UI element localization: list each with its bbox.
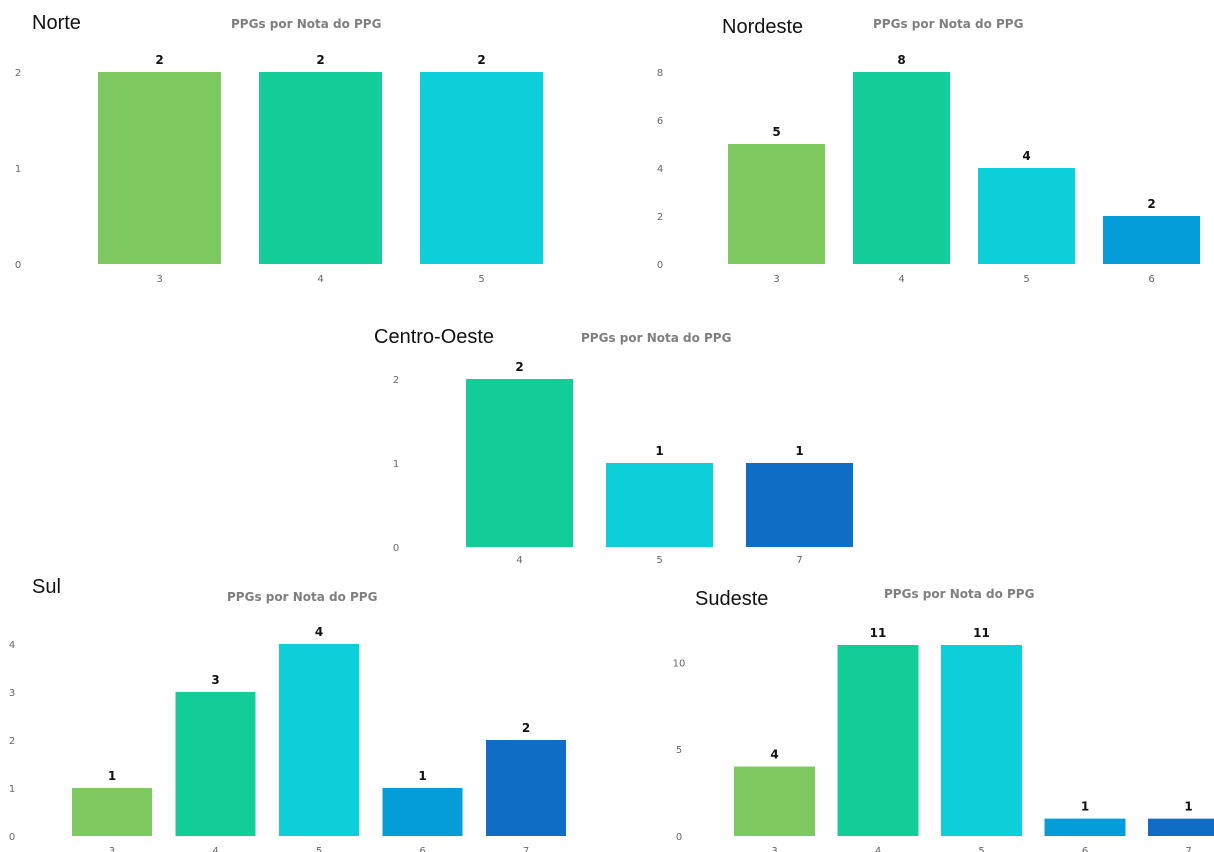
y-tick-label: 0	[9, 832, 15, 843]
y-tick-label: 2	[9, 736, 15, 747]
region-label-nordeste: Nordeste	[722, 16, 804, 38]
x-tick-label: 6	[1082, 846, 1088, 852]
bar-chart-sudeste: 0 5 10 4 3 11 4 11 5 1 6 1 7	[673, 626, 1214, 852]
data-label: 2	[522, 721, 530, 735]
data-label: 5	[772, 125, 780, 139]
bar-nota-6[interactable]	[382, 788, 463, 836]
data-label: 2	[316, 53, 324, 67]
x-tick-label: 5	[978, 846, 984, 852]
y-tick-label: 1	[9, 784, 15, 795]
region-label-centro-oeste: Centro-Oeste	[374, 326, 495, 348]
y-tick-label: 0	[393, 543, 399, 554]
bar-nota-5[interactable]	[941, 645, 1022, 836]
y-tick-label: 2	[15, 68, 21, 79]
bar-nota-6[interactable]	[1044, 818, 1126, 836]
y-tick-label: 0	[657, 260, 663, 271]
region-label-sul: Sul	[32, 576, 61, 598]
bar-nota-7[interactable]	[486, 740, 566, 836]
region-label-sudeste: Sudeste	[695, 588, 769, 610]
bar-nota-6[interactable]	[1103, 216, 1200, 264]
chart-panel-sudeste: Sudeste PPGs por Nota do PPG 0 5 10 4 3 11 4 11…	[660, 572, 1214, 852]
chart-title-sul: PPGs por Nota do PPG	[227, 590, 378, 604]
y-tick-label: 0	[15, 260, 21, 271]
bar-nota-5[interactable]	[606, 463, 713, 547]
x-tick-label: 6	[419, 846, 425, 852]
x-tick-label: 4	[317, 274, 323, 285]
bar-chart-centro-oeste: 0 1 2 2 4 1 5 1 7	[393, 360, 853, 566]
data-label: 3	[211, 673, 219, 687]
bar-chart-sul: 0 1 2 3 4 1 3 3 4 4 5 1 6 2 7	[9, 625, 566, 852]
data-label: 1	[1081, 800, 1089, 814]
x-tick-label: 4	[516, 555, 522, 566]
bar-chart-nordeste: 0 2 4 6 8 5 3 8 4 4 5 2 6	[657, 53, 1200, 285]
data-label: 11	[973, 626, 990, 640]
x-tick-label: 3	[773, 274, 779, 285]
chart-title-norte: PPGs por Nota do PPG	[231, 17, 382, 31]
data-label: 8	[897, 53, 905, 67]
y-tick-label: 4	[657, 164, 663, 175]
x-tick-label: 3	[156, 274, 162, 285]
x-tick-label: 5	[316, 846, 322, 852]
bar-nota-3[interactable]	[72, 788, 152, 836]
bar-nota-7[interactable]	[1148, 818, 1214, 836]
x-tick-label: 5	[1023, 274, 1029, 285]
y-tick-label: 2	[393, 375, 399, 386]
x-tick-label: 3	[109, 846, 115, 852]
y-tick-label: 8	[657, 68, 663, 79]
y-tick-label: 2	[657, 212, 663, 223]
x-tick-label: 7	[1185, 846, 1191, 852]
y-tick-label: 3	[9, 688, 15, 699]
bar-nota-7[interactable]	[746, 463, 853, 547]
bar-chart-norte: 0 1 2 2 3 2 4 2 5	[15, 53, 543, 285]
data-label: 1	[108, 769, 116, 783]
y-tick-label: 1	[15, 164, 21, 175]
data-label: 1	[1184, 800, 1192, 814]
bar-nota-4[interactable]	[259, 72, 382, 264]
data-label: 4	[1022, 149, 1030, 163]
bar-nota-5[interactable]	[978, 168, 1075, 264]
x-tick-label: 4	[875, 846, 881, 852]
data-label: 1	[795, 444, 803, 458]
x-tick-label: 6	[1148, 274, 1154, 285]
bar-nota-5[interactable]	[279, 644, 359, 836]
chart-panel-sul: Sul PPGs por Nota do PPG 0 1 2 3 4 1 3 3 4 4 5 1 6 2 7	[0, 572, 590, 852]
chart-panel-norte: Norte PPGs por Nota do PPG 0 1 2 2 3 2 4 2 5	[0, 0, 590, 290]
bar-nota-5[interactable]	[420, 72, 543, 264]
x-tick-label: 7	[796, 555, 802, 566]
bar-nota-4[interactable]	[175, 692, 256, 836]
y-tick-label: 0	[676, 832, 682, 843]
region-label-norte: Norte	[32, 12, 81, 34]
bar-nota-4[interactable]	[853, 72, 950, 264]
data-label: 1	[418, 769, 426, 783]
data-label: 2	[155, 53, 163, 67]
y-tick-label: 5	[676, 745, 682, 756]
data-label: 4	[770, 748, 778, 762]
data-label: 2	[1147, 197, 1155, 211]
bar-nota-3[interactable]	[728, 144, 825, 264]
chart-panel-nordeste: Nordeste PPGs por Nota do PPG 0 2 4 6 8 5 3 8 4 4…	[650, 0, 1214, 290]
y-tick-label: 4	[9, 640, 15, 651]
chart-panel-centro-oeste: Centro-Oeste PPGs por Nota do PPG 0 1 2 2 4 1…	[374, 318, 874, 573]
chart-title-sudeste: PPGs por Nota do PPG	[884, 587, 1035, 601]
data-label: 1	[655, 444, 663, 458]
bar-nota-4[interactable]	[466, 379, 573, 547]
x-tick-label: 3	[771, 846, 777, 852]
y-tick-label: 6	[657, 116, 663, 127]
data-label: 11	[870, 626, 887, 640]
y-tick-label: 1	[393, 459, 399, 470]
y-tick-label: 10	[673, 658, 686, 669]
chart-title-centro-oeste: PPGs por Nota do PPG	[581, 331, 732, 345]
data-label: 4	[315, 625, 323, 639]
x-tick-label: 5	[478, 274, 484, 285]
bar-nota-4[interactable]	[837, 645, 919, 836]
bar-nota-3[interactable]	[734, 766, 815, 836]
x-tick-label: 4	[898, 274, 904, 285]
bar-nota-3[interactable]	[98, 72, 221, 264]
x-tick-label: 7	[523, 846, 529, 852]
data-label: 2	[515, 360, 523, 374]
x-tick-label: 5	[656, 555, 662, 566]
chart-title-nordeste: PPGs por Nota do PPG	[873, 17, 1024, 31]
x-tick-label: 4	[212, 846, 218, 852]
data-label: 2	[477, 53, 485, 67]
